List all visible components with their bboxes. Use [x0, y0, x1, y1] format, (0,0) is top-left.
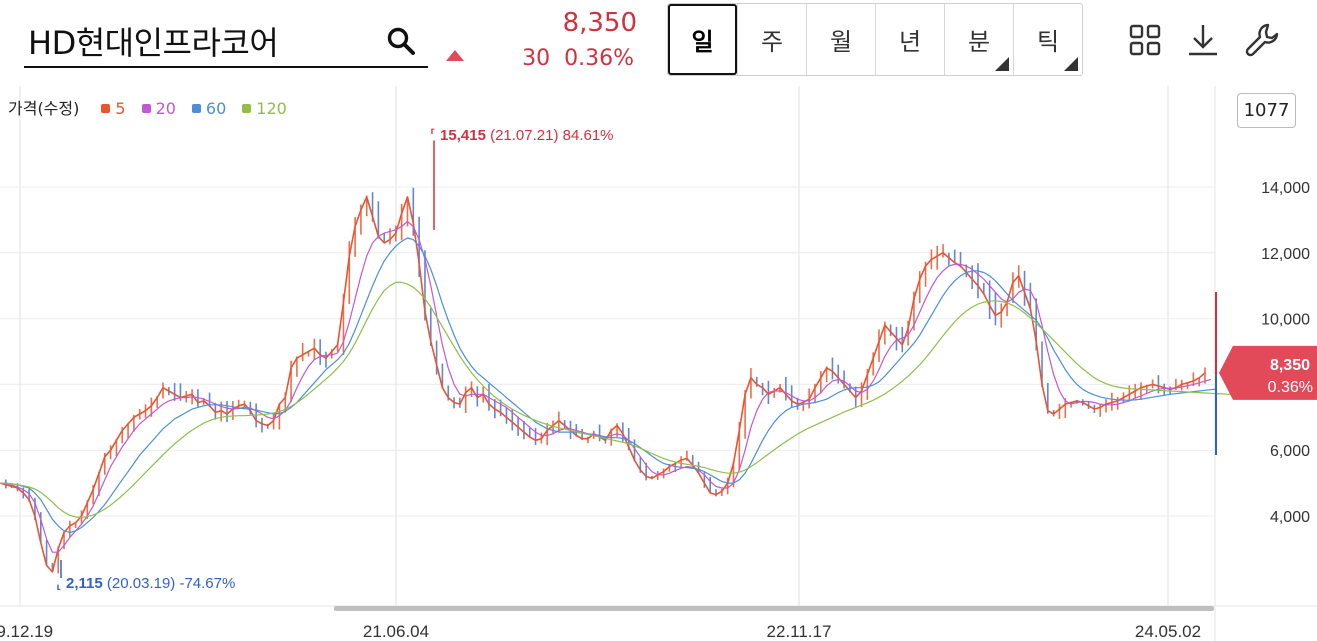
period-tab-label: 년 — [898, 28, 922, 56]
y-tick-label: 10,000 — [1261, 312, 1310, 329]
top-bar: HD현대인프라코어 8,350 30 0.36% 일 주 월 년 분 틱 — [0, 0, 1317, 86]
x-tick-label: 21.06.04 — [363, 622, 429, 641]
period-tab[interactable]: 년 — [875, 4, 944, 75]
legend-item[interactable]: 5 — [101, 99, 126, 118]
legend-price-label: 가격(수정) — [8, 99, 80, 118]
ma-line-20 — [0, 220, 1211, 553]
stock-name[interactable]: HD현대인프라코어 — [28, 24, 279, 62]
legend-item[interactable]: 120 — [242, 99, 287, 118]
y-tick-label: 12,000 — [1261, 246, 1310, 263]
ma-line-120 — [0, 281, 1235, 518]
y-tick-label: 6,000 — [1270, 443, 1310, 460]
min-annotation: ⸤ 2,115 (20.03.19) -74.67% — [56, 575, 235, 592]
legend-swatch — [242, 104, 252, 113]
price-chart[interactable]: 4,000 6,000 10,000 12,000 14,000 19.12.19 21.0… — [0, 86, 1317, 641]
period-tab-label: 월 — [829, 28, 853, 56]
legend-label: 20 — [155, 99, 176, 118]
price-up-arrow-icon — [446, 50, 464, 61]
legend-swatch — [141, 104, 151, 113]
price-change: 30 0.36% — [522, 46, 634, 71]
period-tab[interactable]: 틱 — [1013, 4, 1082, 75]
download-icon[interactable] — [1183, 20, 1223, 60]
current-price-badge — [1219, 345, 1317, 400]
legend-swatch — [101, 104, 111, 113]
legend-label: 120 — [256, 99, 287, 118]
search-underline — [24, 66, 428, 68]
period-tab-label: 주 — [760, 28, 784, 56]
submenu-corner-icon — [1064, 57, 1078, 71]
current-price-badge-change: 0.36% — [1268, 379, 1313, 396]
chart-legend: 가격(수정) 5 20 60 120 — [8, 95, 303, 119]
legend-item[interactable]: 20 — [141, 99, 176, 118]
ma-line-60 — [0, 237, 1217, 534]
ma-line-5 — [0, 196, 1206, 573]
period-tab[interactable]: 월 — [806, 4, 875, 75]
x-tick-label: 24.05.02 — [1135, 622, 1201, 641]
submenu-corner-icon — [995, 57, 1009, 71]
wrench-icon[interactable] — [1242, 20, 1282, 60]
grid-layout-icon[interactable] — [1125, 20, 1165, 60]
y-tick-label: 4,000 — [1270, 509, 1310, 526]
legend-swatch — [191, 104, 201, 113]
period-tab[interactable]: 주 — [737, 4, 806, 75]
period-tab-label: 분 — [967, 28, 991, 56]
period-tab[interactable]: 일 — [668, 4, 737, 75]
legend-item[interactable]: 60 — [191, 99, 227, 118]
change-percent: 0.36% — [564, 46, 634, 71]
x-tick-label: 19.12.19 — [0, 622, 53, 641]
period-tab[interactable]: 분 — [944, 4, 1013, 75]
max-annotation: ⸢ 15,415 (21.07.21) 84.61% — [430, 127, 614, 144]
scrollbar-thumb — [334, 606, 1214, 611]
current-price: 8,350 — [562, 8, 637, 38]
legend-label: 5 — [115, 99, 126, 118]
change-amount: 30 — [522, 46, 551, 71]
candle-count-badge[interactable]: 1077 — [1237, 93, 1296, 128]
period-tab-label: 일 — [691, 28, 714, 56]
y-tick-label: 14,000 — [1261, 180, 1310, 197]
period-tab-label: 틱 — [1036, 28, 1060, 56]
legend-label: 60 — [205, 99, 227, 118]
x-tick-label: 22.11.17 — [767, 622, 832, 641]
current-price-badge-value: 8,350 — [1270, 357, 1310, 374]
search-icon[interactable] — [384, 24, 420, 60]
